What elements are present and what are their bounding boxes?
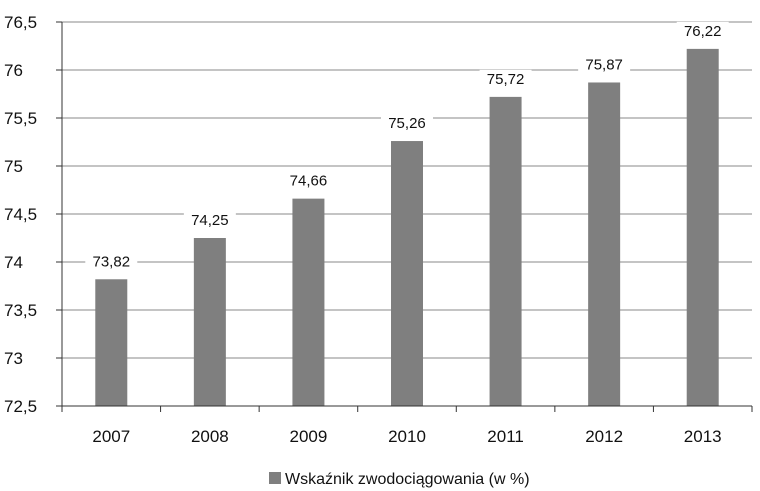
bar (686, 48, 719, 406)
x-tick-label: 2009 (290, 427, 328, 446)
data-labels: 73,82 74,25 74,66 75,26 75,72 75,87 76,22 (85, 21, 729, 273)
bar (391, 141, 423, 407)
y-tick-label: 72,5 (4, 397, 37, 416)
y-tick-label: 76 (4, 61, 23, 80)
y-tick-label: 74,5 (4, 205, 37, 224)
axes (56, 21, 753, 412)
legend-swatch (269, 472, 281, 484)
y-tick-label: 75,5 (4, 109, 37, 128)
y-tick-label: 75 (4, 157, 23, 176)
x-tick-label: 2007 (92, 427, 130, 446)
data-label: 75,87 (585, 56, 623, 73)
bar (292, 198, 325, 406)
x-tick-label: 2012 (585, 427, 623, 446)
legend: Wskaźnik zwodociągowania (w %) (269, 471, 530, 488)
y-axis-ticks: 72,5 73 73,5 74 74,5 75 75,5 76 76,5 (4, 13, 37, 416)
x-axis-ticks: 2007 2008 2009 2010 2011 2012 2013 (92, 427, 721, 446)
data-label-background (479, 69, 532, 90)
data-label: 75,72 (487, 71, 525, 88)
bar (489, 96, 522, 406)
legend-label: Wskaźnik zwodociągowania (w %) (285, 471, 530, 488)
bars (95, 48, 719, 407)
data-label-background (676, 21, 729, 42)
x-tick-label: 2010 (388, 427, 426, 446)
bar (193, 238, 226, 406)
y-tick-label: 73,5 (4, 301, 37, 320)
y-tick-label: 74 (4, 253, 23, 272)
x-tick-label: 2011 (487, 427, 524, 446)
y-tick-label: 73 (4, 349, 23, 368)
data-label-background (282, 171, 335, 192)
bar (588, 82, 621, 406)
data-label: 74,66 (290, 173, 328, 190)
data-label-background (578, 55, 631, 76)
data-label-background (183, 211, 236, 231)
x-tick-label: 2008 (191, 427, 229, 446)
data-label-background (381, 114, 433, 135)
data-label: 73,82 (93, 253, 131, 270)
data-label-background (85, 252, 138, 273)
bar (95, 279, 128, 406)
data-label: 75,26 (388, 115, 426, 132)
data-label: 76,22 (684, 23, 722, 40)
y-tick-label: 76,5 (4, 13, 37, 32)
data-label: 74,25 (191, 212, 229, 229)
x-tick-label: 2013 (684, 427, 722, 446)
